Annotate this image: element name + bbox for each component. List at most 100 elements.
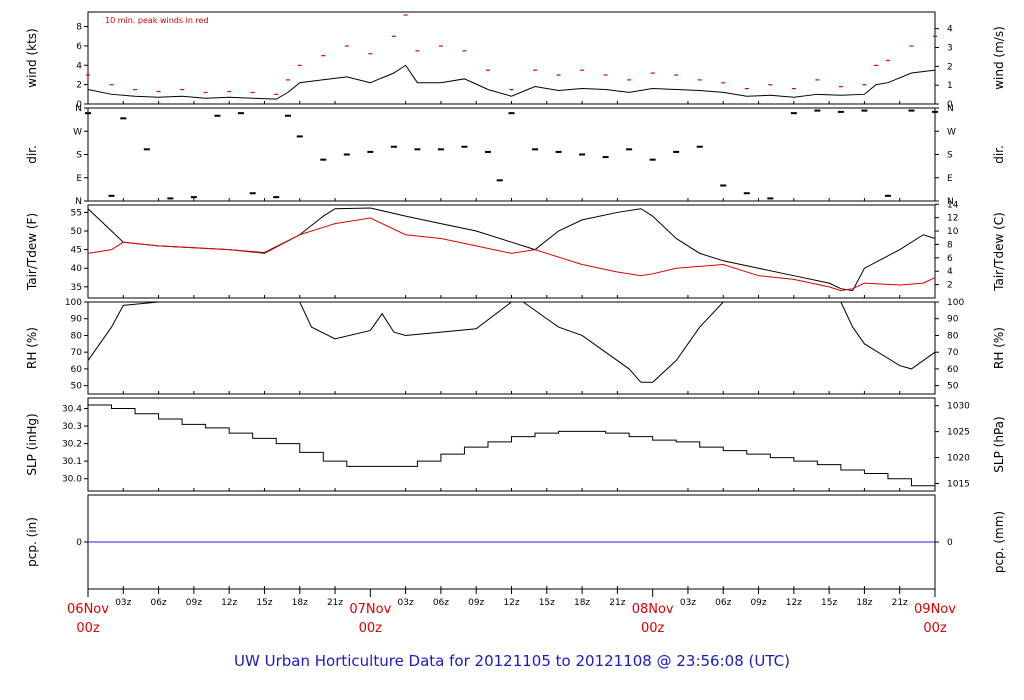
data-point (649, 158, 656, 161)
data-point (720, 184, 727, 187)
y-axis-label-left: Tair/Tdew (F) (25, 213, 39, 291)
y-tick-label: 40 (71, 264, 83, 274)
data-point (391, 35, 396, 37)
x-tick-label: 03z (680, 598, 696, 608)
y-tick-label: E (76, 174, 82, 184)
data-point (580, 69, 585, 71)
y-axis-label-right: RH (%) (992, 327, 1006, 369)
series-line (87, 64, 936, 100)
y-tick-label-right: 1030 (947, 402, 970, 412)
data-point (285, 79, 290, 81)
data-point (744, 88, 749, 90)
data-point (438, 45, 443, 47)
data-point (321, 55, 326, 57)
data-point (390, 145, 397, 148)
data-point (767, 197, 774, 200)
data-point (533, 69, 538, 71)
data-point (485, 69, 490, 71)
y-tick-label: 35 (71, 283, 82, 293)
y-tick-label-right: 50 (947, 382, 959, 392)
data-point (532, 148, 539, 151)
y-tick-label: 30.2 (62, 440, 82, 450)
data-point (249, 192, 256, 195)
data-point (415, 50, 420, 52)
x-tick-label: 06z (715, 598, 731, 608)
data-point (344, 45, 349, 47)
data-point (862, 84, 867, 86)
y-tick-label: 0 (76, 100, 82, 110)
data-point (885, 59, 890, 62)
data-point (214, 114, 221, 117)
x-tick-label: 12z (221, 598, 237, 608)
x-day-label: 09Nov (914, 602, 956, 617)
y-tick-label-right: 10 (947, 227, 959, 237)
data-point (861, 109, 868, 112)
data-point (343, 153, 350, 156)
data-point (602, 156, 609, 159)
y-tick-label-right: 80 (947, 331, 959, 341)
y-tick-label: 45 (71, 246, 82, 256)
y-tick-label-right: 12 (947, 214, 958, 224)
data-point (884, 194, 891, 197)
data-point (167, 197, 174, 200)
data-point (743, 192, 750, 195)
x-day-label: 08Nov (632, 602, 674, 617)
data-point (627, 79, 632, 81)
data-point (908, 109, 915, 112)
y-tick-label-right: 3 (947, 44, 953, 54)
y-tick-label: 30.3 (62, 422, 82, 432)
y-tick-label: 50 (71, 227, 83, 237)
data-point (190, 196, 197, 199)
y-tick-label-right: 8 (947, 240, 953, 250)
data-point (579, 153, 586, 156)
series-dir-0 (85, 109, 938, 200)
x-tick-label: 09z (186, 598, 202, 608)
y-tick-label-right: 1 (947, 81, 953, 91)
data-point (603, 74, 608, 76)
series-wind-0 (87, 64, 936, 100)
y-tick-label-right: S (947, 151, 953, 161)
data-point (815, 79, 820, 81)
x-day-hour-label: 00z (923, 621, 947, 636)
x-tick-label: 18z (856, 598, 872, 608)
data-point (297, 64, 302, 66)
x-tick-label: 03z (115, 598, 131, 608)
y-tick-label-right: 60 (947, 365, 959, 375)
y-tick-label: 50 (71, 382, 83, 392)
y-tick-label: 8 (76, 23, 82, 33)
x-axis: 03z 06z 09z 12z 15z 18z 21z 03z 06z 09z 12z 15z 18z 2… (67, 589, 956, 636)
data-point (109, 84, 114, 86)
data-point (508, 112, 515, 115)
y-tick-label: 90 (71, 315, 83, 325)
data-point (180, 88, 185, 91)
x-tick-label: 12z (786, 598, 802, 608)
data-point (368, 53, 373, 55)
series-line (88, 404, 935, 487)
data-point (461, 145, 468, 148)
panel-frame (87, 107, 936, 202)
y-tick-label: 100 (65, 298, 82, 308)
panel-frame (87, 301, 936, 395)
y-tick-label: 4 (76, 61, 82, 71)
data-point (133, 88, 138, 91)
panel-slp: 30.0 30.1 30.2 30.3 30.4 1015 1020 1025 1030 SLP … (25, 397, 1006, 492)
y-tick-label-right: 1020 (947, 454, 970, 464)
y-axis-label-left: SLP (inHg) (25, 413, 39, 475)
panel-frame (87, 11, 936, 105)
panel-frame (87, 397, 936, 492)
x-tick-label: 09z (468, 598, 484, 608)
data-point (721, 82, 726, 84)
y-tick-label: 6 (76, 42, 82, 52)
x-tick-label: 15z (539, 598, 555, 608)
data-point (838, 86, 843, 88)
data-point (696, 145, 703, 148)
y-axis-label-right: SLP (hPa) (992, 416, 1006, 472)
y-tick-label: 30.4 (62, 405, 82, 415)
data-point (367, 150, 374, 153)
data-point (86, 74, 90, 76)
data-point (933, 35, 937, 37)
data-point (626, 148, 633, 151)
